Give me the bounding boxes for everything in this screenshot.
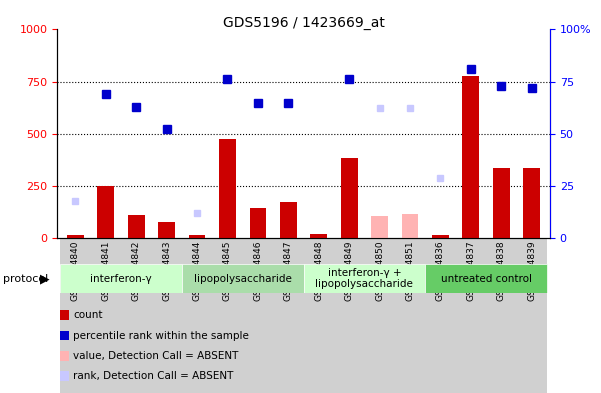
Bar [401,214,418,238]
Bar [395,238,425,393]
Bar [60,264,182,293]
Bar [425,238,456,393]
Bar [304,238,334,393]
Bar [97,185,114,238]
Bar [128,215,145,238]
Bar [523,168,540,238]
Text: untreated control: untreated control [441,274,531,284]
Bar [212,238,243,393]
Bar [371,216,388,238]
Bar [310,233,327,238]
Bar [151,238,182,393]
Bar [243,238,273,393]
Bar [189,235,206,238]
Bar [334,238,364,393]
Bar [516,238,547,393]
Text: rank, Detection Call = ABSENT: rank, Detection Call = ABSENT [73,371,234,382]
Text: lipopolysaccharide: lipopolysaccharide [194,274,291,284]
Text: percentile rank within the sample: percentile rank within the sample [73,331,249,341]
Bar [364,238,395,393]
Bar [158,222,175,238]
Bar [273,238,304,393]
Bar [182,238,212,393]
Bar [219,139,236,238]
Bar [456,238,486,393]
Bar [67,235,84,238]
Bar [493,168,510,238]
Text: interferon-γ: interferon-γ [90,274,152,284]
Bar [432,235,449,238]
Bar [425,264,547,293]
Bar [91,238,121,393]
Text: GDS5196 / 1423669_at: GDS5196 / 1423669_at [222,16,385,30]
Bar [249,208,266,238]
Bar [462,76,479,238]
Bar [486,238,516,393]
Bar [341,158,358,238]
Bar [60,238,91,393]
Text: count: count [73,310,103,320]
Bar [304,264,425,293]
Bar [280,202,297,238]
Text: ▶: ▶ [40,272,49,285]
Text: interferon-γ +
lipopolysaccharide: interferon-γ + lipopolysaccharide [316,268,413,289]
Text: protocol: protocol [3,274,48,284]
Bar [182,264,304,293]
Bar [121,238,151,393]
Text: value, Detection Call = ABSENT: value, Detection Call = ABSENT [73,351,239,361]
